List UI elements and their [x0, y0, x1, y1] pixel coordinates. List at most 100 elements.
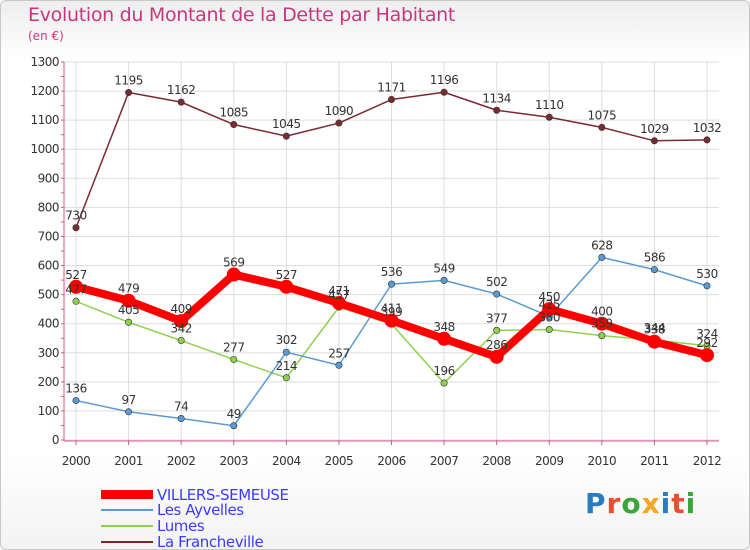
data-point-villers-semeuse — [174, 314, 189, 329]
data-label-les-ayvelles: 97 — [121, 393, 135, 407]
data-label-la-francheville: 1196 — [430, 73, 459, 87]
legend-swatch-villers-semeuse — [101, 490, 153, 499]
data-label-les-ayvelles: 586 — [644, 251, 665, 265]
data-label-lumes: 377 — [486, 311, 507, 325]
data-label-la-francheville: 1032 — [693, 121, 722, 135]
data-label-lumes: 344 — [644, 321, 665, 335]
logo-letter: i — [660, 487, 672, 520]
x-tick-label: 2004 — [272, 454, 301, 468]
data-point-villers-semeuse — [542, 302, 557, 317]
data-point-villers-semeuse — [384, 313, 399, 328]
y-tick-label: 1100 — [30, 113, 59, 127]
x-tick-label: 2006 — [377, 454, 406, 468]
data-label-la-francheville: 1195 — [114, 74, 143, 88]
y-tick-label: 1300 — [30, 55, 59, 69]
legend-label-la-francheville: La Francheville — [157, 533, 264, 550]
y-tick-label: 200 — [38, 375, 59, 389]
x-tick-label: 2012 — [693, 454, 722, 468]
data-point-la-francheville — [545, 113, 553, 121]
logo-letter: P — [585, 487, 607, 520]
data-label-villers-semeuse: 338 — [644, 323, 665, 337]
data-label-villers-semeuse: 411 — [381, 301, 402, 315]
data-point-la-francheville — [440, 88, 448, 96]
y-tick-label: 500 — [38, 288, 59, 302]
data-point-lumes — [72, 297, 80, 305]
y-tick-label: 0 — [52, 433, 59, 447]
logo-letter: i — [685, 487, 697, 520]
data-label-la-francheville: 1110 — [535, 98, 564, 112]
y-tick-label: 1000 — [30, 142, 59, 156]
data-label-villers-semeuse: 479 — [118, 282, 139, 296]
data-label-lumes: 196 — [433, 364, 454, 378]
data-label-villers-semeuse: 409 — [170, 302, 191, 316]
data-point-les-ayvelles — [440, 276, 448, 284]
data-label-villers-semeuse: 286 — [486, 338, 507, 352]
data-point-la-francheville — [230, 121, 238, 129]
data-label-villers-semeuse: 527 — [65, 268, 86, 282]
data-label-la-francheville: 730 — [65, 209, 86, 223]
data-label-les-ayvelles: 628 — [591, 238, 612, 252]
data-label-les-ayvelles: 302 — [276, 333, 297, 347]
legend-swatch-lumes — [101, 525, 153, 527]
data-point-la-francheville — [650, 137, 658, 145]
data-point-lumes — [493, 326, 501, 334]
data-label-la-francheville: 1171 — [377, 81, 406, 95]
y-tick-label: 400 — [38, 317, 59, 331]
x-tick-label: 2009 — [535, 454, 564, 468]
data-point-villers-semeuse — [331, 296, 346, 311]
data-label-la-francheville: 1045 — [272, 117, 301, 131]
data-point-la-francheville — [493, 106, 501, 114]
data-label-villers-semeuse: 292 — [696, 336, 717, 350]
data-point-les-ayvelles — [72, 396, 80, 404]
data-label-lumes: 405 — [118, 303, 139, 317]
data-label-lumes: 277 — [223, 340, 244, 354]
proxiti-logo: Proxiti — [585, 487, 696, 520]
y-tick-label: 600 — [38, 259, 59, 273]
data-point-la-francheville — [598, 123, 606, 131]
data-point-lumes — [598, 332, 606, 340]
chart-title: Evolution du Montant de la Dette par Hab… — [28, 4, 456, 26]
data-label-lumes: 399 — [381, 305, 402, 319]
data-point-la-francheville — [335, 119, 343, 127]
data-point-villers-semeuse — [489, 349, 504, 364]
data-point-la-francheville — [703, 136, 711, 144]
x-tick-label: 2010 — [588, 454, 617, 468]
x-tick-label: 2002 — [167, 454, 196, 468]
legend-swatch-la-francheville — [101, 541, 153, 543]
data-label-les-ayvelles: 136 — [65, 381, 86, 395]
data-point-la-francheville — [387, 96, 395, 104]
data-point-lumes — [177, 337, 185, 345]
data-point-lumes — [545, 326, 553, 334]
y-tick-label: 1200 — [30, 84, 59, 98]
y-tick-label: 100 — [38, 404, 59, 418]
data-point-les-ayvelles — [125, 408, 133, 416]
data-label-lumes: 359 — [591, 317, 612, 331]
data-point-villers-semeuse — [279, 279, 294, 294]
legend-swatch-les-ayvelles — [101, 509, 153, 511]
y-tick-label: 300 — [38, 346, 59, 360]
data-label-les-ayvelles: 425 — [539, 297, 560, 311]
data-label-les-ayvelles: 502 — [486, 275, 507, 289]
x-tick-label: 2001 — [114, 454, 143, 468]
data-label-la-francheville: 1075 — [588, 108, 617, 122]
data-point-lumes — [282, 374, 290, 382]
data-label-lumes: 457 — [328, 288, 349, 302]
data-label-la-francheville: 1085 — [219, 106, 248, 120]
legend-label-villers-semeuse: VILLERS-SEMEUSE — [157, 486, 289, 504]
logo-letter: x — [641, 487, 661, 520]
y-tick-label: 800 — [38, 200, 59, 214]
data-point-lumes — [440, 379, 448, 387]
data-point-les-ayvelles — [230, 422, 238, 430]
x-tick-label: 2000 — [62, 454, 91, 468]
data-label-la-francheville: 1090 — [325, 104, 354, 118]
legend-label-les-ayvelles: Les Ayvelles — [157, 501, 244, 519]
data-point-les-ayvelles — [598, 253, 606, 261]
data-label-lumes: 342 — [170, 322, 191, 336]
data-point-la-francheville — [72, 224, 80, 232]
x-tick-label: 2008 — [482, 454, 511, 468]
data-point-les-ayvelles — [335, 361, 343, 369]
data-label-les-ayvelles: 530 — [696, 267, 717, 281]
data-label-lumes: 214 — [276, 359, 297, 373]
data-point-villers-semeuse — [647, 334, 662, 349]
